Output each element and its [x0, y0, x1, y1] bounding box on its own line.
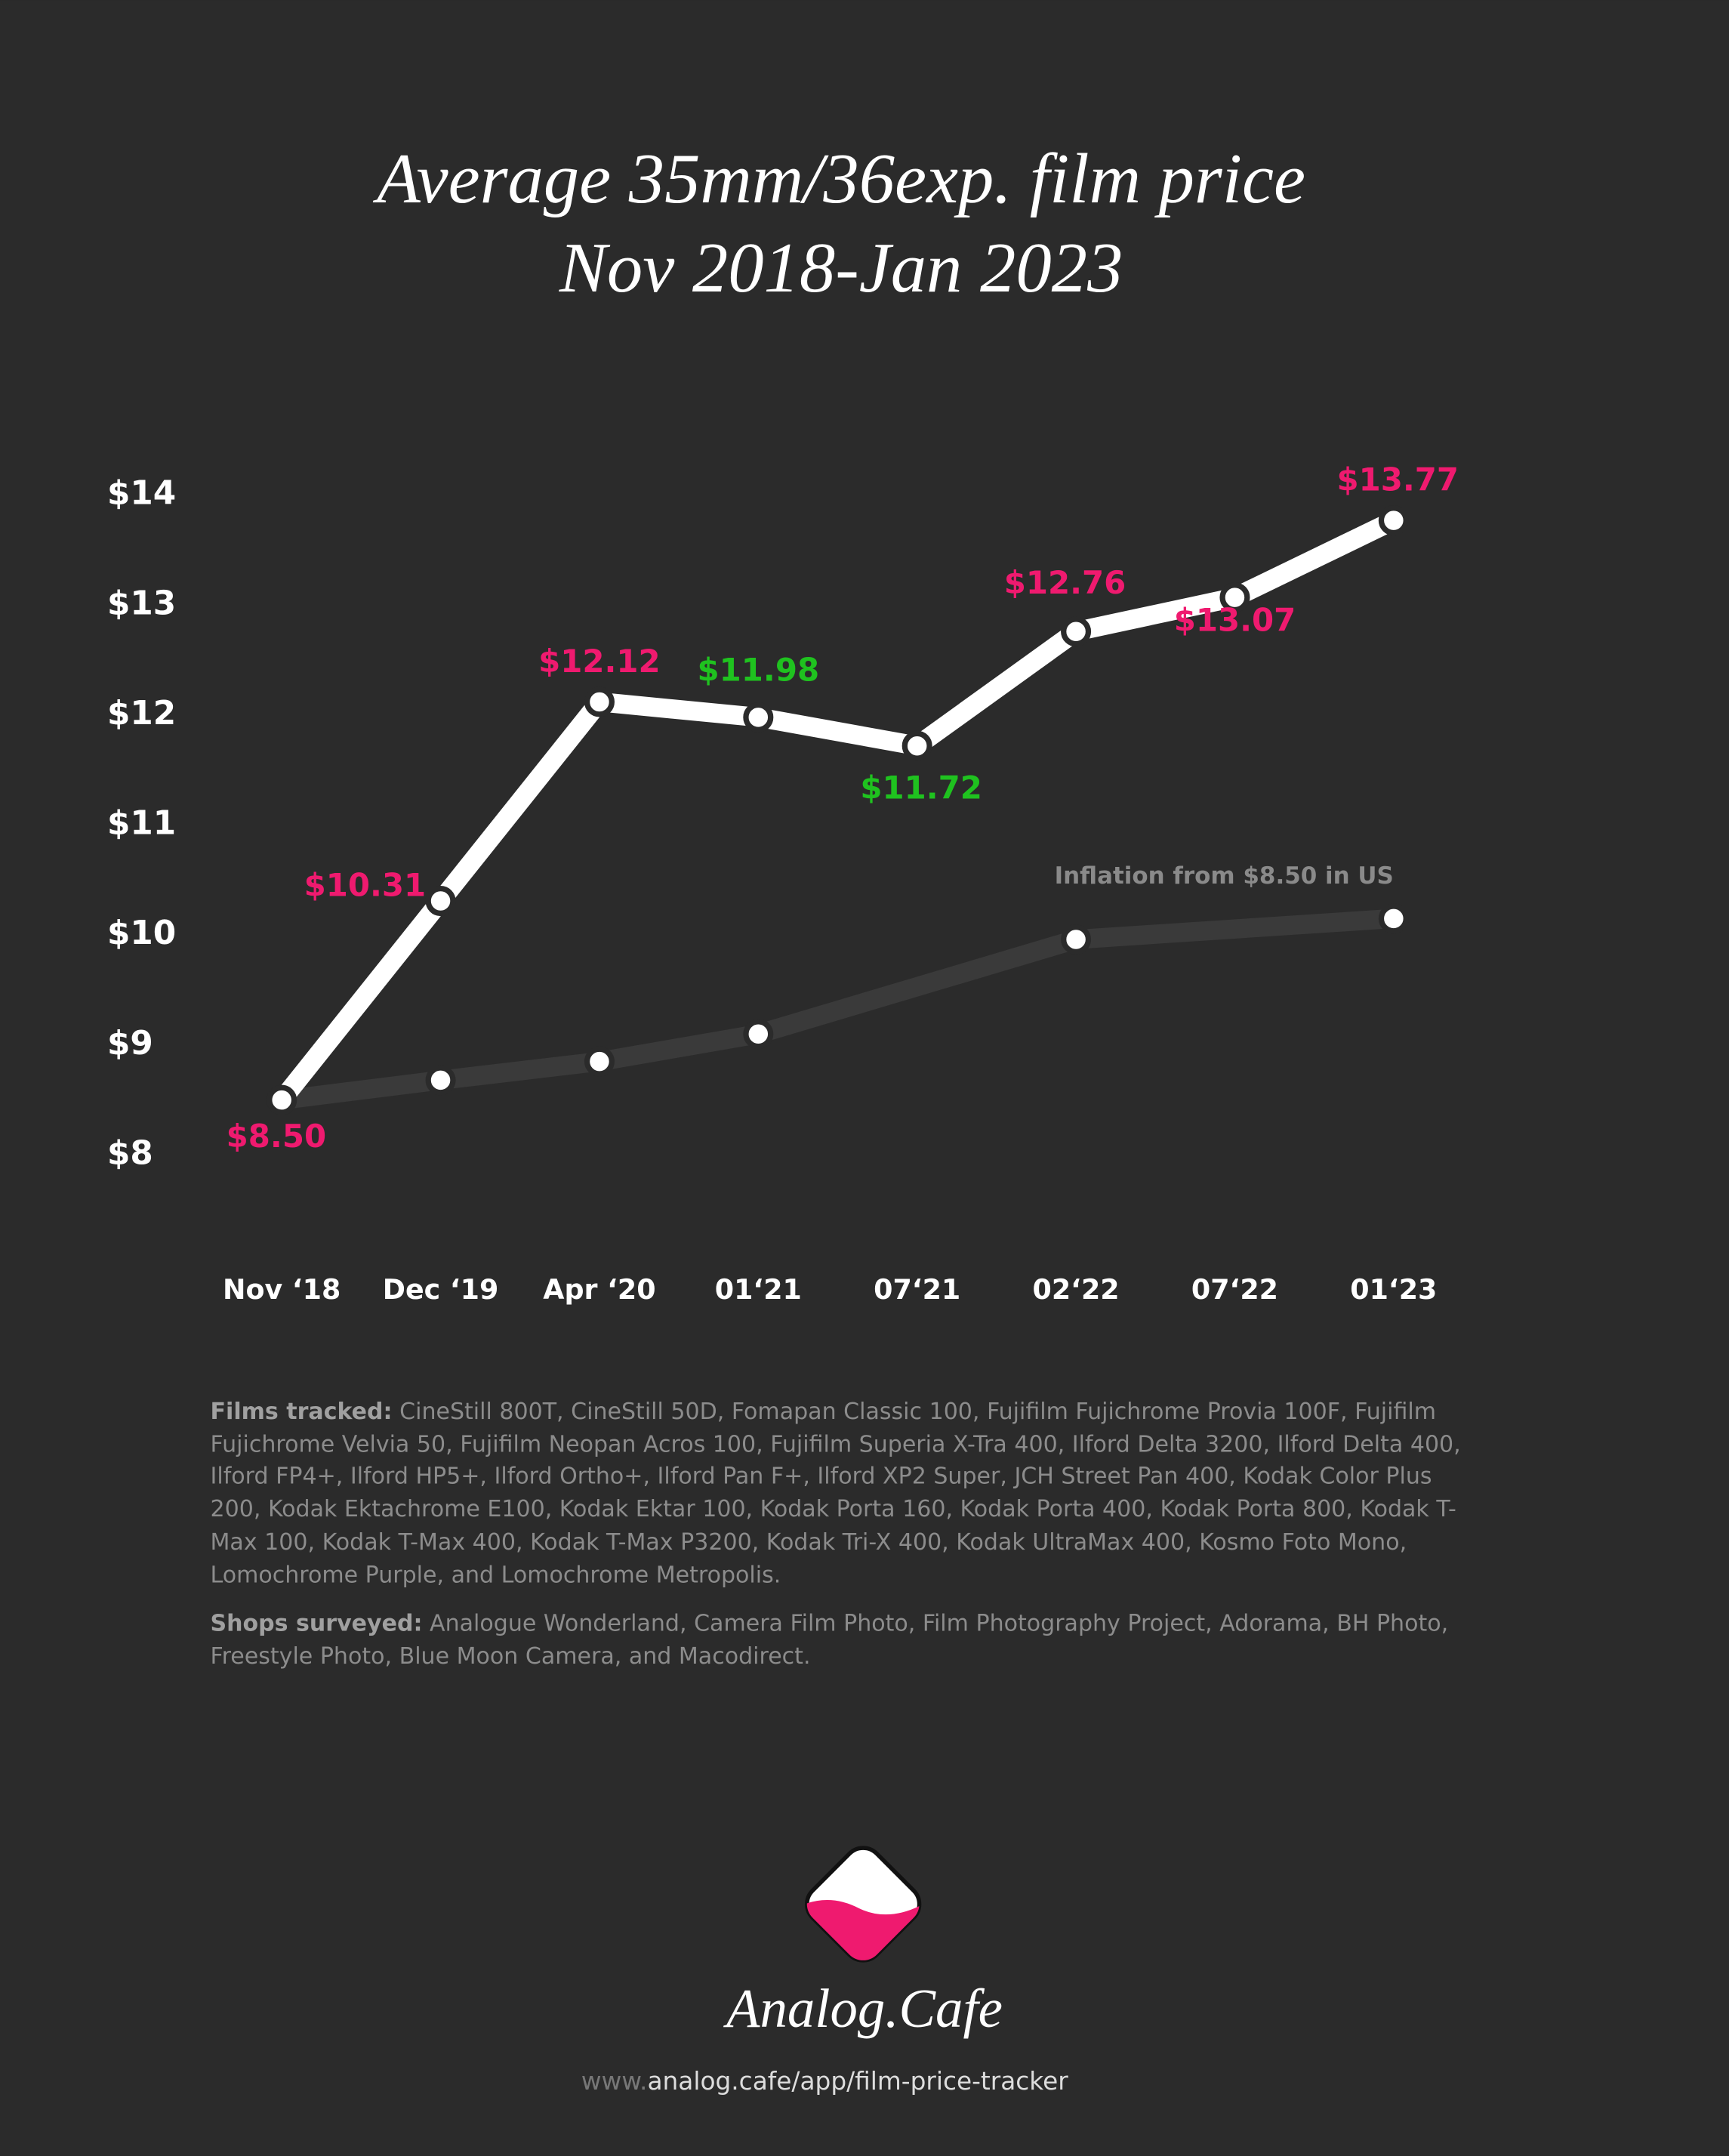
x-tick-label: 01‘21	[715, 1273, 802, 1306]
point	[743, 1019, 774, 1050]
point	[1061, 924, 1092, 955]
point	[425, 1065, 456, 1096]
value-label: $10.31	[304, 866, 427, 903]
legend-label: Inflation from $8.50 in US	[1055, 862, 1394, 890]
point	[1378, 903, 1409, 934]
url-path: analog.cafe/app/film-price-tracker	[647, 2067, 1068, 2096]
point	[584, 686, 615, 717]
films-text: CineStill 800T, CineStill 50D, Fomapan C…	[210, 1398, 1461, 1587]
films-note: Films tracked: CineStill 800T, CineStill…	[211, 1396, 1489, 1591]
value-label: $13.07	[1174, 601, 1296, 638]
point	[267, 1084, 297, 1115]
point	[901, 730, 932, 761]
y-tick-label: $14	[107, 474, 176, 513]
value-label: $12.76	[1004, 564, 1126, 601]
series-line	[272, 908, 1404, 1110]
point	[1061, 616, 1092, 647]
y-tick-label: $10	[107, 914, 176, 952]
shops-text: Analogue Wonderland, Camera Film Photo, …	[210, 1610, 1449, 1670]
films-label: Films tracked:	[210, 1398, 393, 1425]
y-tick-label: $11	[107, 804, 176, 843]
value-label: $13.77	[1337, 461, 1459, 498]
point	[743, 702, 774, 733]
y-tick-label: $9	[107, 1024, 153, 1063]
footnote-text: Films tracked: CineStill 800T, CineStill…	[211, 1396, 1489, 1673]
y-tick-label: $12	[107, 694, 176, 733]
shops-note: Shops surveyed: Analogue Wonderland, Cam…	[211, 1608, 1489, 1673]
y-tick-label: $13	[107, 584, 176, 622]
x-tick-label: Apr ‘20	[543, 1273, 655, 1306]
point	[1378, 505, 1409, 536]
chart-title: Average 35mm/36exp. film price	[372, 140, 1305, 218]
plot: $8 $9 $10 $11 $12 $13 $14 Nov ‘18 Dec ‘19 Apr ‘20…	[107, 461, 1459, 1306]
logo-text: Analog.Cafe	[723, 1978, 1003, 2039]
point	[425, 886, 456, 917]
x-tick-label: Dec ‘19	[383, 1273, 499, 1306]
point	[584, 1046, 615, 1077]
url: www.analog.cafe/app/film-price-tracker	[581, 2067, 1069, 2096]
value-label: $11.72	[860, 769, 982, 806]
point	[1219, 582, 1250, 613]
shops-label: Shops surveyed:	[210, 1610, 423, 1636]
series-line	[272, 510, 1404, 1110]
url-prefix: www.	[581, 2067, 648, 2096]
value-label: $12.12	[538, 643, 661, 680]
value-label: $11.98	[698, 651, 820, 688]
x-tick-label: 01‘23	[1350, 1273, 1437, 1306]
x-tick-label: Nov ‘18	[223, 1273, 341, 1306]
x-tick-label: 07‘21	[874, 1273, 960, 1306]
footnotes: Films tracked: CineStill 800T, CineStill…	[211, 1396, 1489, 1673]
x-tick-label: 02‘22	[1033, 1273, 1120, 1306]
value-label: $8.50	[227, 1118, 326, 1155]
x-tick-label: 07‘22	[1191, 1273, 1278, 1306]
y-tick-label: $8	[107, 1134, 153, 1172]
chart-subtitle: Nov 2018-Jan 2023	[559, 229, 1123, 307]
